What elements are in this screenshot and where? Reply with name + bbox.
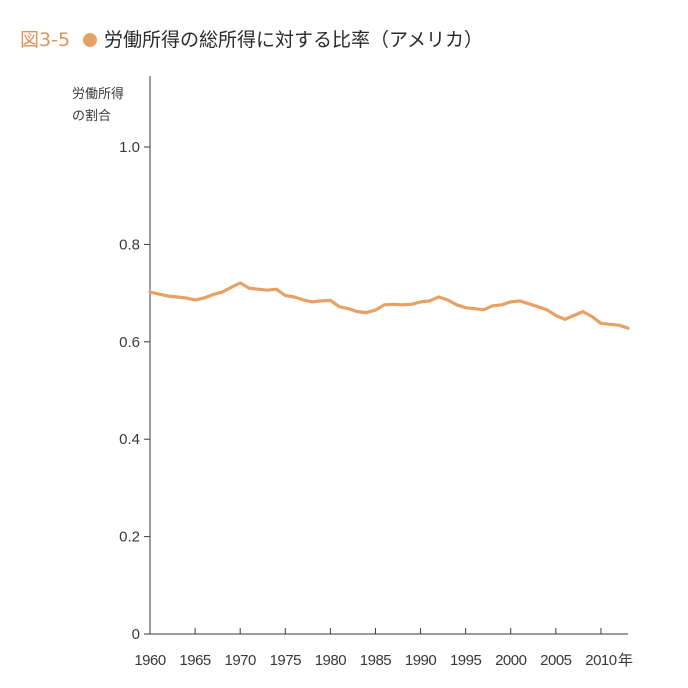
x-tick-label: 2010 xyxy=(585,652,617,669)
y-tick-label: 0 xyxy=(132,626,140,643)
x-tick-label: 2000 xyxy=(495,652,527,669)
title-bullet-icon xyxy=(83,33,97,47)
y-tick-label: 0.8 xyxy=(119,236,140,253)
y-ticks: 0 0.2 0.4 0.6 0.8 1.0 xyxy=(119,139,150,643)
series-line-labor-share xyxy=(148,281,630,330)
figure-title: 労働所得の総所得に対する比率（アメリカ） xyxy=(104,29,483,51)
y-axis-label-line2: の割合 xyxy=(72,108,111,124)
x-tick-label: 1995 xyxy=(450,652,482,669)
figure-number: 図3-5 xyxy=(20,29,70,51)
x-tick-label: 1985 xyxy=(360,652,392,669)
y-tick-label: 0.4 xyxy=(119,431,140,448)
x-tick-label: 1975 xyxy=(270,652,302,669)
y-tick-label: 0.2 xyxy=(119,529,140,546)
y-axis-label-line1: 労働所得 xyxy=(72,86,124,102)
y-tick-label: 0.6 xyxy=(119,334,140,351)
x-ticks: 1960 1965 1970 1975 1980 1985 1990 1995 2000 2005… xyxy=(134,628,617,669)
y-tick-label: 1.0 xyxy=(119,139,140,156)
x-tick-label: 1980 xyxy=(315,652,347,669)
x-tick-label: 1960 xyxy=(134,652,166,669)
x-tick-label: 1970 xyxy=(225,652,257,669)
x-tick-label: 2005 xyxy=(540,652,572,669)
x-axis-unit-label: 年 xyxy=(618,652,633,669)
x-tick-label: 1965 xyxy=(179,652,211,669)
x-tick-label: 1990 xyxy=(405,652,437,669)
